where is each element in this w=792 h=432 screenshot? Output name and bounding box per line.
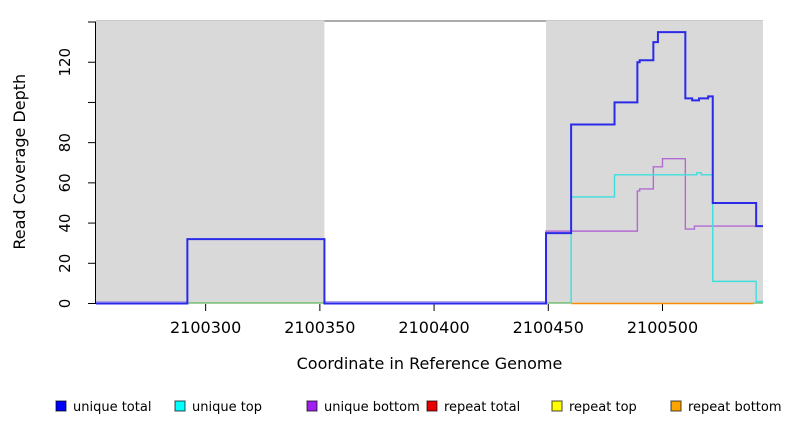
shaded-region xyxy=(545,20,763,304)
legend-item: repeat top xyxy=(551,400,637,415)
legend-label-repeat-bottom: repeat bottom xyxy=(688,400,782,415)
x-tick-label: 2100350 xyxy=(284,318,355,337)
legend-swatch-repeat-top xyxy=(551,400,563,412)
series-unique-total xyxy=(96,31,763,305)
y-tick-label: 40 xyxy=(56,214,74,233)
y-tick-label: 120 xyxy=(56,48,74,77)
y-tick-label: 60 xyxy=(56,173,74,192)
legend-label-unique-top: unique top xyxy=(192,400,262,415)
legend-label-unique-total: unique total xyxy=(73,400,151,415)
legend-item: unique total xyxy=(55,400,151,415)
legend-swatch-unique-bottom xyxy=(306,400,318,412)
legend-swatch-unique-total xyxy=(55,400,67,412)
legend-label-repeat-top: repeat top xyxy=(569,400,637,415)
x-tick-label: 2100400 xyxy=(398,318,469,337)
legend-swatch-unique-top xyxy=(174,400,186,412)
legend-swatch-repeat-bottom xyxy=(670,400,682,412)
series-unique-top xyxy=(570,172,763,304)
legend-label-repeat-total: repeat total xyxy=(444,400,520,415)
legend-item: unique bottom xyxy=(306,400,420,415)
y-tick-label: 0 xyxy=(56,299,74,309)
legend-item: unique top xyxy=(174,400,262,415)
legend-item: repeat bottom xyxy=(670,400,782,415)
legend-label-unique-bottom: unique bottom xyxy=(324,400,420,415)
y-tick-label: 20 xyxy=(56,254,74,273)
y-axis-title: Read Coverage Depth xyxy=(10,74,29,250)
x-axis-title: Coordinate in Reference Genome xyxy=(297,354,563,373)
legend-swatch-repeat-total xyxy=(426,400,438,412)
series-unique-bottom xyxy=(545,158,763,304)
legend-item: repeat total xyxy=(426,400,520,415)
x-tick-label: 2100450 xyxy=(513,318,584,337)
shaded-region xyxy=(96,20,325,304)
y-tick-label: 80 xyxy=(56,133,74,152)
x-tick-label: 2100300 xyxy=(170,318,241,337)
x-tick-label: 2100500 xyxy=(627,318,698,337)
